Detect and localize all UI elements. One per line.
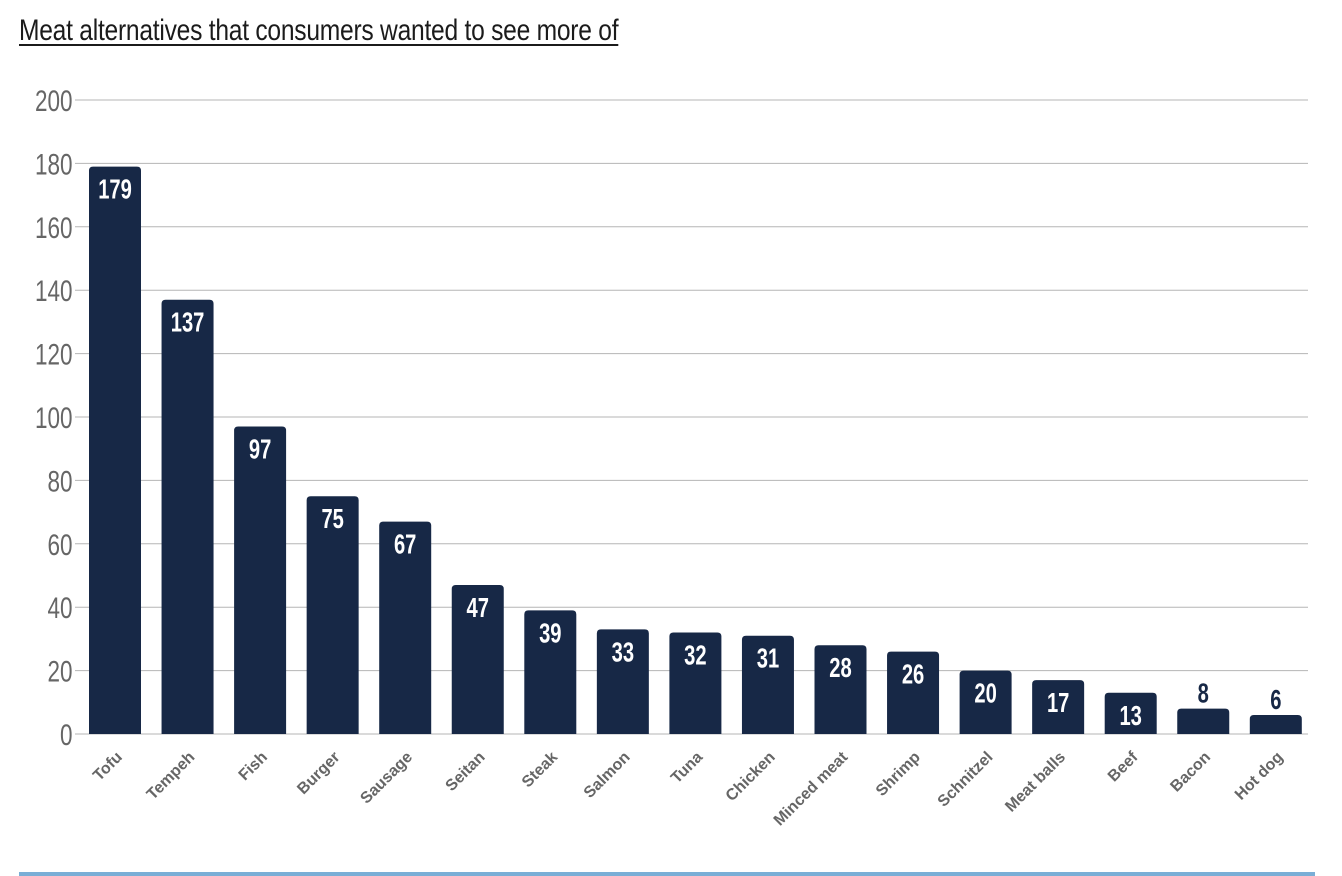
data-label: 137	[171, 308, 205, 339]
x-tick-label: Chicken	[723, 749, 779, 805]
chart-title: Meat alternatives that consumers wanted …	[19, 14, 619, 47]
x-tick-label: Salmon	[581, 749, 634, 802]
bar	[89, 166, 141, 734]
data-label: 20	[974, 678, 996, 709]
data-label: 179	[98, 174, 132, 205]
data-label: 32	[684, 640, 706, 671]
x-tick-label: Minced meat	[771, 748, 852, 829]
data-label: 67	[394, 530, 416, 561]
bar	[451, 585, 504, 734]
bar	[1032, 680, 1085, 734]
y-tick-label: 80	[47, 464, 72, 498]
x-tick-label: Sausage	[357, 749, 416, 808]
bar	[887, 651, 940, 734]
bar	[234, 426, 287, 734]
x-tick-label: Tuna	[668, 749, 706, 787]
x-tick-label: Bacon	[1167, 749, 1214, 796]
bar	[379, 521, 432, 734]
x-tick-label: Shrimp	[873, 749, 924, 800]
x-tick-label: Hot dog	[1232, 749, 1287, 804]
x-tick-label: Burger	[294, 749, 343, 798]
data-label: 97	[249, 434, 271, 465]
x-tick-label: Meat balls	[1002, 749, 1069, 816]
bar	[524, 610, 577, 734]
y-tick-label: 20	[47, 654, 72, 688]
data-label: 33	[612, 637, 634, 668]
x-tick-label: Beef	[1105, 748, 1142, 785]
bar	[1249, 714, 1302, 734]
data-label: 28	[829, 653, 851, 684]
y-tick-label: 100	[35, 401, 73, 435]
x-tick-label: Schnitzel	[935, 749, 997, 811]
bar	[959, 670, 1012, 734]
x-tick-label: Seitan	[443, 749, 489, 795]
data-label: 6	[1270, 685, 1281, 716]
data-label: 39	[539, 618, 561, 649]
x-tick-label: Tempeh	[144, 749, 199, 804]
x-tick-label: Tofu	[90, 749, 126, 785]
y-tick-label: 40	[47, 591, 72, 625]
data-label: 47	[467, 593, 489, 624]
y-tick-label: 200	[35, 84, 73, 118]
data-label: 8	[1198, 679, 1209, 710]
y-tick-label: 180	[35, 147, 73, 181]
bar	[814, 645, 867, 734]
bar	[161, 299, 214, 734]
data-label: 31	[757, 644, 779, 675]
bar	[1177, 708, 1230, 734]
bar	[596, 629, 649, 734]
bar	[741, 635, 794, 734]
y-tick-label: 140	[35, 274, 73, 308]
data-label: 26	[902, 659, 924, 690]
bottom-divider	[19, 872, 1315, 876]
data-label: 75	[321, 504, 343, 535]
y-tick-label: 160	[35, 211, 73, 245]
bar	[306, 496, 359, 734]
bar	[669, 632, 722, 734]
x-tick-label: Fish	[236, 749, 271, 784]
bar	[1104, 692, 1157, 734]
y-tick-label: 120	[35, 337, 73, 371]
data-label: 13	[1119, 701, 1141, 732]
y-tick-label: 0	[60, 718, 73, 752]
x-tick-label: Steak	[519, 749, 561, 791]
y-tick-label: 60	[47, 528, 72, 562]
data-label: 17	[1047, 688, 1069, 719]
